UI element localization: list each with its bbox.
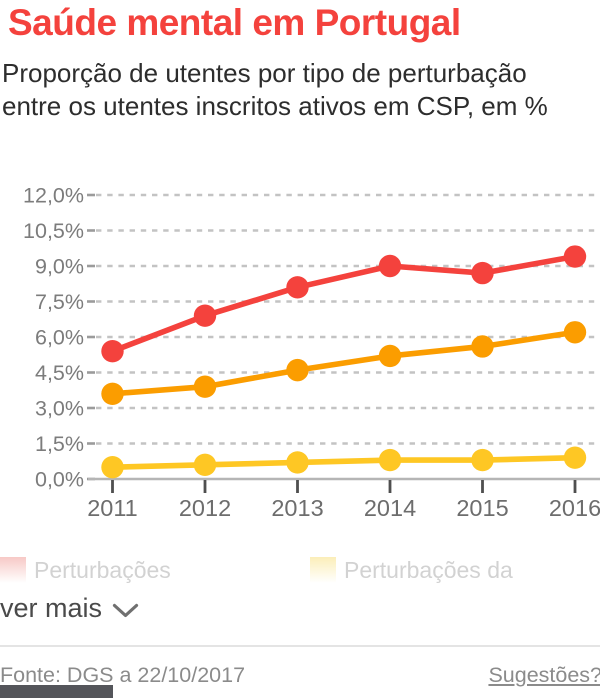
data-point-yellow-2012 <box>193 453 217 476</box>
data-point-red-2015 <box>471 261 494 285</box>
y-tick-label: 4,5% <box>35 361 84 385</box>
subtitle-line-1: Proporção de utentes por tipo de perturb… <box>2 58 527 88</box>
data-point-red-2013 <box>286 276 309 299</box>
data-point-red-2014 <box>378 254 402 278</box>
x-tick-label: 2012 <box>179 495 231 521</box>
data-point-yellow-2015 <box>471 448 494 472</box>
legend-swatch-yellow <box>310 557 336 583</box>
y-tick-label: 10,5% <box>23 219 84 243</box>
series-line-orange <box>109 329 578 397</box>
y-tick-label: 12,0% <box>23 184 84 208</box>
series-line-yellow <box>109 454 578 470</box>
data-point-orange-2014 <box>378 344 402 368</box>
data-point-red-2011 <box>101 340 124 363</box>
suggestions-link[interactable]: Sugestões? <box>488 663 600 687</box>
x-tick-label: 2015 <box>456 495 508 521</box>
data-point-orange-2013 <box>286 358 309 382</box>
series-line-red <box>109 253 578 354</box>
y-tick-label: 1,5% <box>35 432 84 456</box>
chart-subtitle: Proporção de utentes por tipo de perturb… <box>2 57 600 123</box>
x-tick-label: 2013 <box>271 495 323 521</box>
y-tick-label: 9,0% <box>35 255 84 279</box>
clipped-bottom-bar <box>0 685 113 698</box>
legend-label-red: Perturbações <box>34 557 171 583</box>
data-point-yellow-2014 <box>378 448 402 472</box>
data-point-orange-2016 <box>563 321 587 344</box>
page-title: Saúde mental em Portugal <box>8 2 461 43</box>
y-tick-label: 3,0% <box>35 397 84 421</box>
data-point-yellow-2016 <box>563 446 587 469</box>
data-point-orange-2015 <box>471 335 494 358</box>
chart-legend: Perturbações Perturbações da <box>0 557 600 589</box>
x-tick-label: 2011 <box>87 495 138 521</box>
y-tick-label: 0,0% <box>35 468 84 492</box>
chevron-down-icon <box>112 603 139 617</box>
data-point-orange-2012 <box>193 375 217 398</box>
y-tick-label: 6,0% <box>35 326 84 350</box>
data-point-yellow-2013 <box>286 451 309 474</box>
y-tick-label: 7,5% <box>35 290 84 314</box>
legend-item-red[interactable]: Perturbações <box>0 557 171 584</box>
line-chart-canvas: 0,0% 1,5% 3,0% 4,5% 6,0% 7,5% 9,0% 10,5% 12,0% 20… <box>23 184 600 521</box>
legend-swatch-red <box>0 557 26 583</box>
data-point-orange-2011 <box>101 382 124 405</box>
legend-item-yellow[interactable]: Perturbações da <box>310 557 513 584</box>
legend-label-yellow: Perturbações da <box>344 557 513 583</box>
x-tick-label: 2016 <box>549 495 600 521</box>
ver-mais-label: ver mais <box>0 593 103 623</box>
data-point-red-2016 <box>563 245 587 268</box>
ver-mais-button[interactable]: ver mais <box>0 593 139 624</box>
data-point-red-2012 <box>193 304 217 327</box>
subtitle-line-2: entre os utentes inscritos ativos em CSP… <box>2 91 548 121</box>
footer-divider <box>0 645 600 647</box>
data-point-yellow-2011 <box>101 455 124 479</box>
x-tick-label: 2014 <box>364 495 416 521</box>
source-text: Fonte: DGS a 22/10/2017 <box>0 663 246 687</box>
